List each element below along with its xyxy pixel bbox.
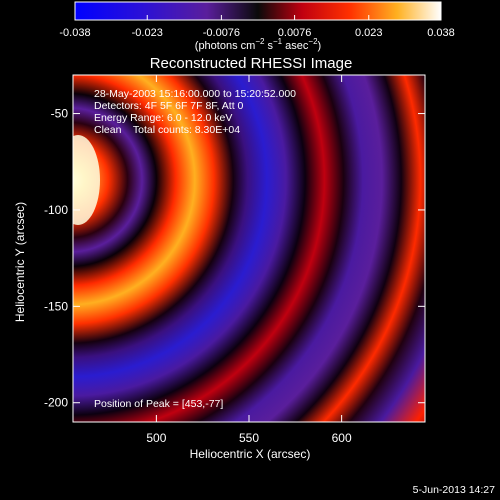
- colorbar-tick-label: 0.023: [355, 27, 383, 39]
- x-axis-ticks: [155, 75, 343, 422]
- colorbar-tick-labels: -0.038 -0.023 -0.0076 0.0076 0.023 0.038: [59, 27, 454, 39]
- y-tick-label: -150: [44, 299, 68, 313]
- colorbar-tick-label: -0.023: [132, 27, 163, 39]
- y-axis-ticks: [73, 113, 425, 404]
- annotation-energy-range: Energy Range: 6.0 - 12.0 keV: [94, 112, 232, 124]
- annotation-detectors: Detectors: 4F 5F 6F 7F 8F, Att 0: [94, 100, 244, 112]
- y-tick-label: -200: [44, 396, 68, 410]
- y-axis-label: Heliocentric Y (arcsec): [13, 202, 27, 322]
- colorbar-tick-label: -0.038: [59, 27, 90, 39]
- annotation-clean-counts: Clean Total counts: 8.30E+04: [94, 124, 240, 136]
- colorbar-tick-label: 0.0076: [278, 27, 312, 39]
- x-tick-label: 550: [239, 431, 259, 445]
- colorbar: [74, 1, 442, 21]
- footer-date: 5-Jun-2013 14:27: [413, 484, 495, 496]
- peak-position-label: Position of Peak = [453,-77]: [94, 398, 223, 410]
- x-tick-label: 600: [332, 431, 352, 445]
- x-tick-label: 500: [146, 431, 166, 445]
- annotation-time-range: 28-May-2003 15:16:00.000 to 15:20:52.000: [94, 88, 296, 100]
- colorbar-units: (photons cm−2 s−1 asec−2): [195, 37, 321, 52]
- x-axis-label: Heliocentric X (arcsec): [190, 447, 311, 461]
- chart-title: Reconstructed RHESSI Image: [150, 55, 353, 72]
- colorbar-ticks: [74, 15, 442, 20]
- colorbar-tick-label: -0.0076: [203, 27, 240, 39]
- x-axis-tick-labels: 500 550 600: [146, 431, 352, 445]
- heatmap-image: [73, 75, 425, 422]
- y-axis-tick-labels: -50 -100 -150 -200: [44, 107, 68, 410]
- y-tick-label: -50: [51, 107, 69, 121]
- colorbar-tick-label: 0.038: [427, 27, 455, 39]
- y-tick-label: -100: [44, 203, 68, 217]
